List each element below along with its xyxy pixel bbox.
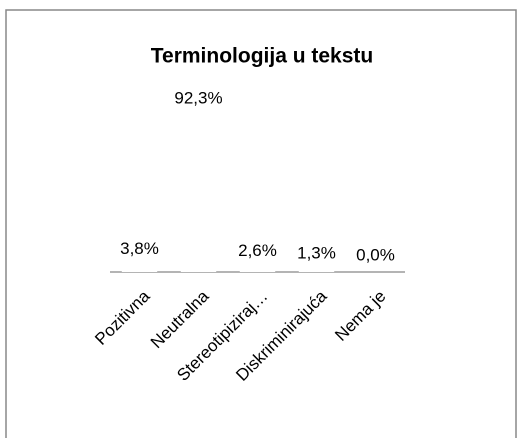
bar — [180, 115, 217, 272]
bar — [121, 265, 158, 272]
data-label: 2,6% — [238, 241, 277, 260]
chart-title: Terminologija u tekstu — [151, 45, 373, 68]
data-label: 1,3% — [297, 243, 336, 262]
data-label: 3,8% — [120, 239, 159, 258]
data-label: 92,3% — [174, 89, 222, 108]
x-tick-label: Pozitivna — [91, 286, 154, 349]
chart-border — [5, 9, 517, 438]
bar — [298, 269, 335, 272]
data-label: 0,0% — [356, 245, 395, 264]
bar — [239, 267, 276, 272]
x-tick-label: Nema je — [331, 287, 389, 345]
